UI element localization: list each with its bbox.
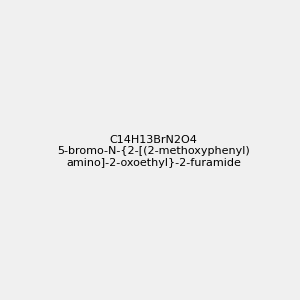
Text: C14H13BrN2O4
5-bromo-N-{2-[(2-methoxyphenyl)
amino]-2-oxoethyl}-2-furamide: C14H13BrN2O4 5-bromo-N-{2-[(2-methoxyphe… — [57, 135, 250, 168]
